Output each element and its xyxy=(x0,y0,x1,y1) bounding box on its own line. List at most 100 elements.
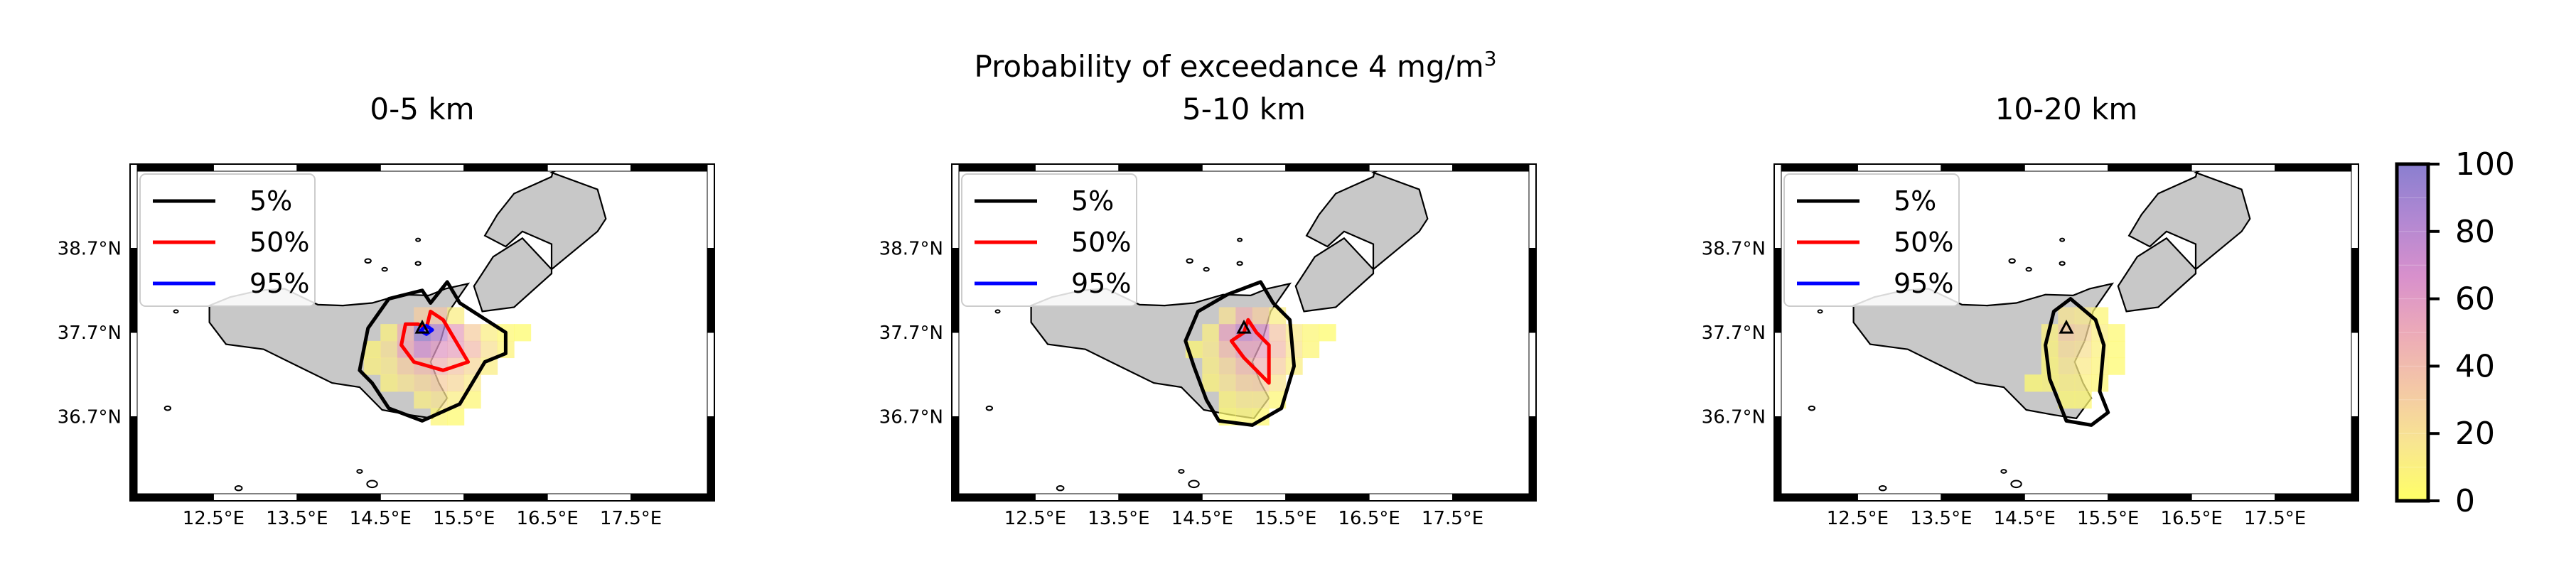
probability-cell xyxy=(463,391,481,409)
probability-cell xyxy=(1269,324,1287,342)
frame-segment xyxy=(1528,163,1537,249)
probability-cell xyxy=(1319,324,1336,342)
frame-segment xyxy=(1034,493,1120,502)
colorbar-tick-label: 0 xyxy=(2455,483,2475,519)
island xyxy=(2010,480,2022,489)
legend-box xyxy=(139,173,316,307)
frame-segment xyxy=(129,248,138,333)
frame-segment xyxy=(630,493,715,502)
probability-cell xyxy=(2074,357,2092,375)
island xyxy=(415,237,422,242)
frame-segment xyxy=(1118,493,1203,502)
lon-tick-label: 13.5°E xyxy=(266,508,328,529)
frame-segment xyxy=(951,493,1036,502)
probability-cell xyxy=(363,357,381,375)
frame-segment xyxy=(2108,493,2192,502)
frame-segment xyxy=(630,163,715,172)
figure-suptitle: Probability of exceedance 4 mg/m3 xyxy=(974,47,1496,84)
map-panel-0: 0-5 km 5% 50% 95% 12.5°E 13.5°E 14.5°E 15.5°E 16… xyxy=(58,92,715,529)
probability-cell xyxy=(2074,374,2092,392)
colorbar-tick-label: 80 xyxy=(2455,214,2495,250)
frame-segment xyxy=(707,248,715,333)
probability-cell xyxy=(481,324,498,342)
frame-segment xyxy=(1773,332,1782,417)
map-frame xyxy=(1773,163,2359,502)
contour-5pct xyxy=(358,280,508,423)
frame-segment xyxy=(1773,163,1858,172)
lat-tick-label: 37.7°N xyxy=(879,323,943,344)
probability-cell xyxy=(1218,357,1236,375)
frame-segment xyxy=(1285,163,1370,172)
island xyxy=(2059,261,2066,266)
frame-segment xyxy=(1857,493,1942,502)
probability-cell xyxy=(2108,340,2125,359)
probability-cell xyxy=(2108,357,2125,375)
island xyxy=(1808,405,1816,411)
island xyxy=(985,405,994,411)
colorbar-frame xyxy=(2395,162,2430,503)
legend-label: 50% xyxy=(1894,227,1953,258)
probability-cell xyxy=(380,357,398,375)
frame-segment xyxy=(129,163,138,249)
frame-segment xyxy=(1941,493,2025,502)
frame-segment xyxy=(951,163,1036,172)
island xyxy=(2025,266,2032,272)
probability-cell xyxy=(1252,340,1270,359)
frame-segment xyxy=(707,416,715,502)
frame-segment xyxy=(1773,416,1782,502)
frame-segment xyxy=(547,163,632,172)
land-calabria xyxy=(2117,164,2251,313)
probability-cell xyxy=(1235,408,1253,426)
lon-tick-label: 15.5°E xyxy=(2077,508,2139,529)
frame-segment xyxy=(1285,493,1370,502)
land-puglia xyxy=(672,139,714,156)
frame-segment xyxy=(1452,493,1537,502)
probability-cell xyxy=(2058,374,2076,392)
probability-cell xyxy=(414,374,431,392)
probability-cell xyxy=(414,340,431,359)
probability-cell xyxy=(1218,374,1236,392)
frame-segment xyxy=(2191,163,2276,172)
probability-cell xyxy=(1235,391,1253,409)
probability-cell xyxy=(2024,374,2042,392)
probability-cell xyxy=(1202,357,1220,375)
probability-cell xyxy=(447,408,465,426)
probability-cell xyxy=(430,391,448,409)
probability-cell xyxy=(1302,340,1320,359)
probability-cell xyxy=(380,324,398,342)
legend-label: 50% xyxy=(249,227,309,258)
map-area xyxy=(130,139,714,501)
island xyxy=(2059,237,2066,242)
frame-segment xyxy=(2108,163,2192,172)
probability-cell xyxy=(2074,324,2092,342)
probability-cell xyxy=(2091,357,2109,375)
island xyxy=(1817,309,1823,314)
lon-tick-label: 17.5°E xyxy=(600,508,662,529)
island xyxy=(1236,261,1243,266)
frame-segment xyxy=(1118,163,1203,172)
island xyxy=(163,405,172,411)
frame-segment xyxy=(1368,493,1454,502)
contour-5pct xyxy=(2044,297,2110,427)
frame-segment xyxy=(2191,493,2276,502)
contour-50pct xyxy=(1229,318,1271,385)
island xyxy=(234,485,243,492)
lon-tick-label: 13.5°E xyxy=(1910,508,1972,529)
frame-segment xyxy=(1528,416,1537,502)
frame-segment xyxy=(463,493,548,502)
probability-cell xyxy=(1252,307,1270,325)
land-calabria xyxy=(1294,164,1429,313)
probability-cell xyxy=(2074,391,2092,409)
frame-segment xyxy=(213,163,298,172)
probability-cell xyxy=(447,307,465,325)
land-calabria xyxy=(473,164,607,313)
probability-cell xyxy=(1218,324,1236,342)
island xyxy=(2000,469,2007,474)
frame-segment xyxy=(1201,493,1287,502)
island xyxy=(356,469,363,474)
frame-segment xyxy=(463,163,548,172)
volcano-marker xyxy=(414,319,430,334)
frame-segment xyxy=(1452,163,1537,172)
colorbar: 0 20 40 60 80 100 xyxy=(2395,146,2515,519)
island xyxy=(1178,469,1185,474)
